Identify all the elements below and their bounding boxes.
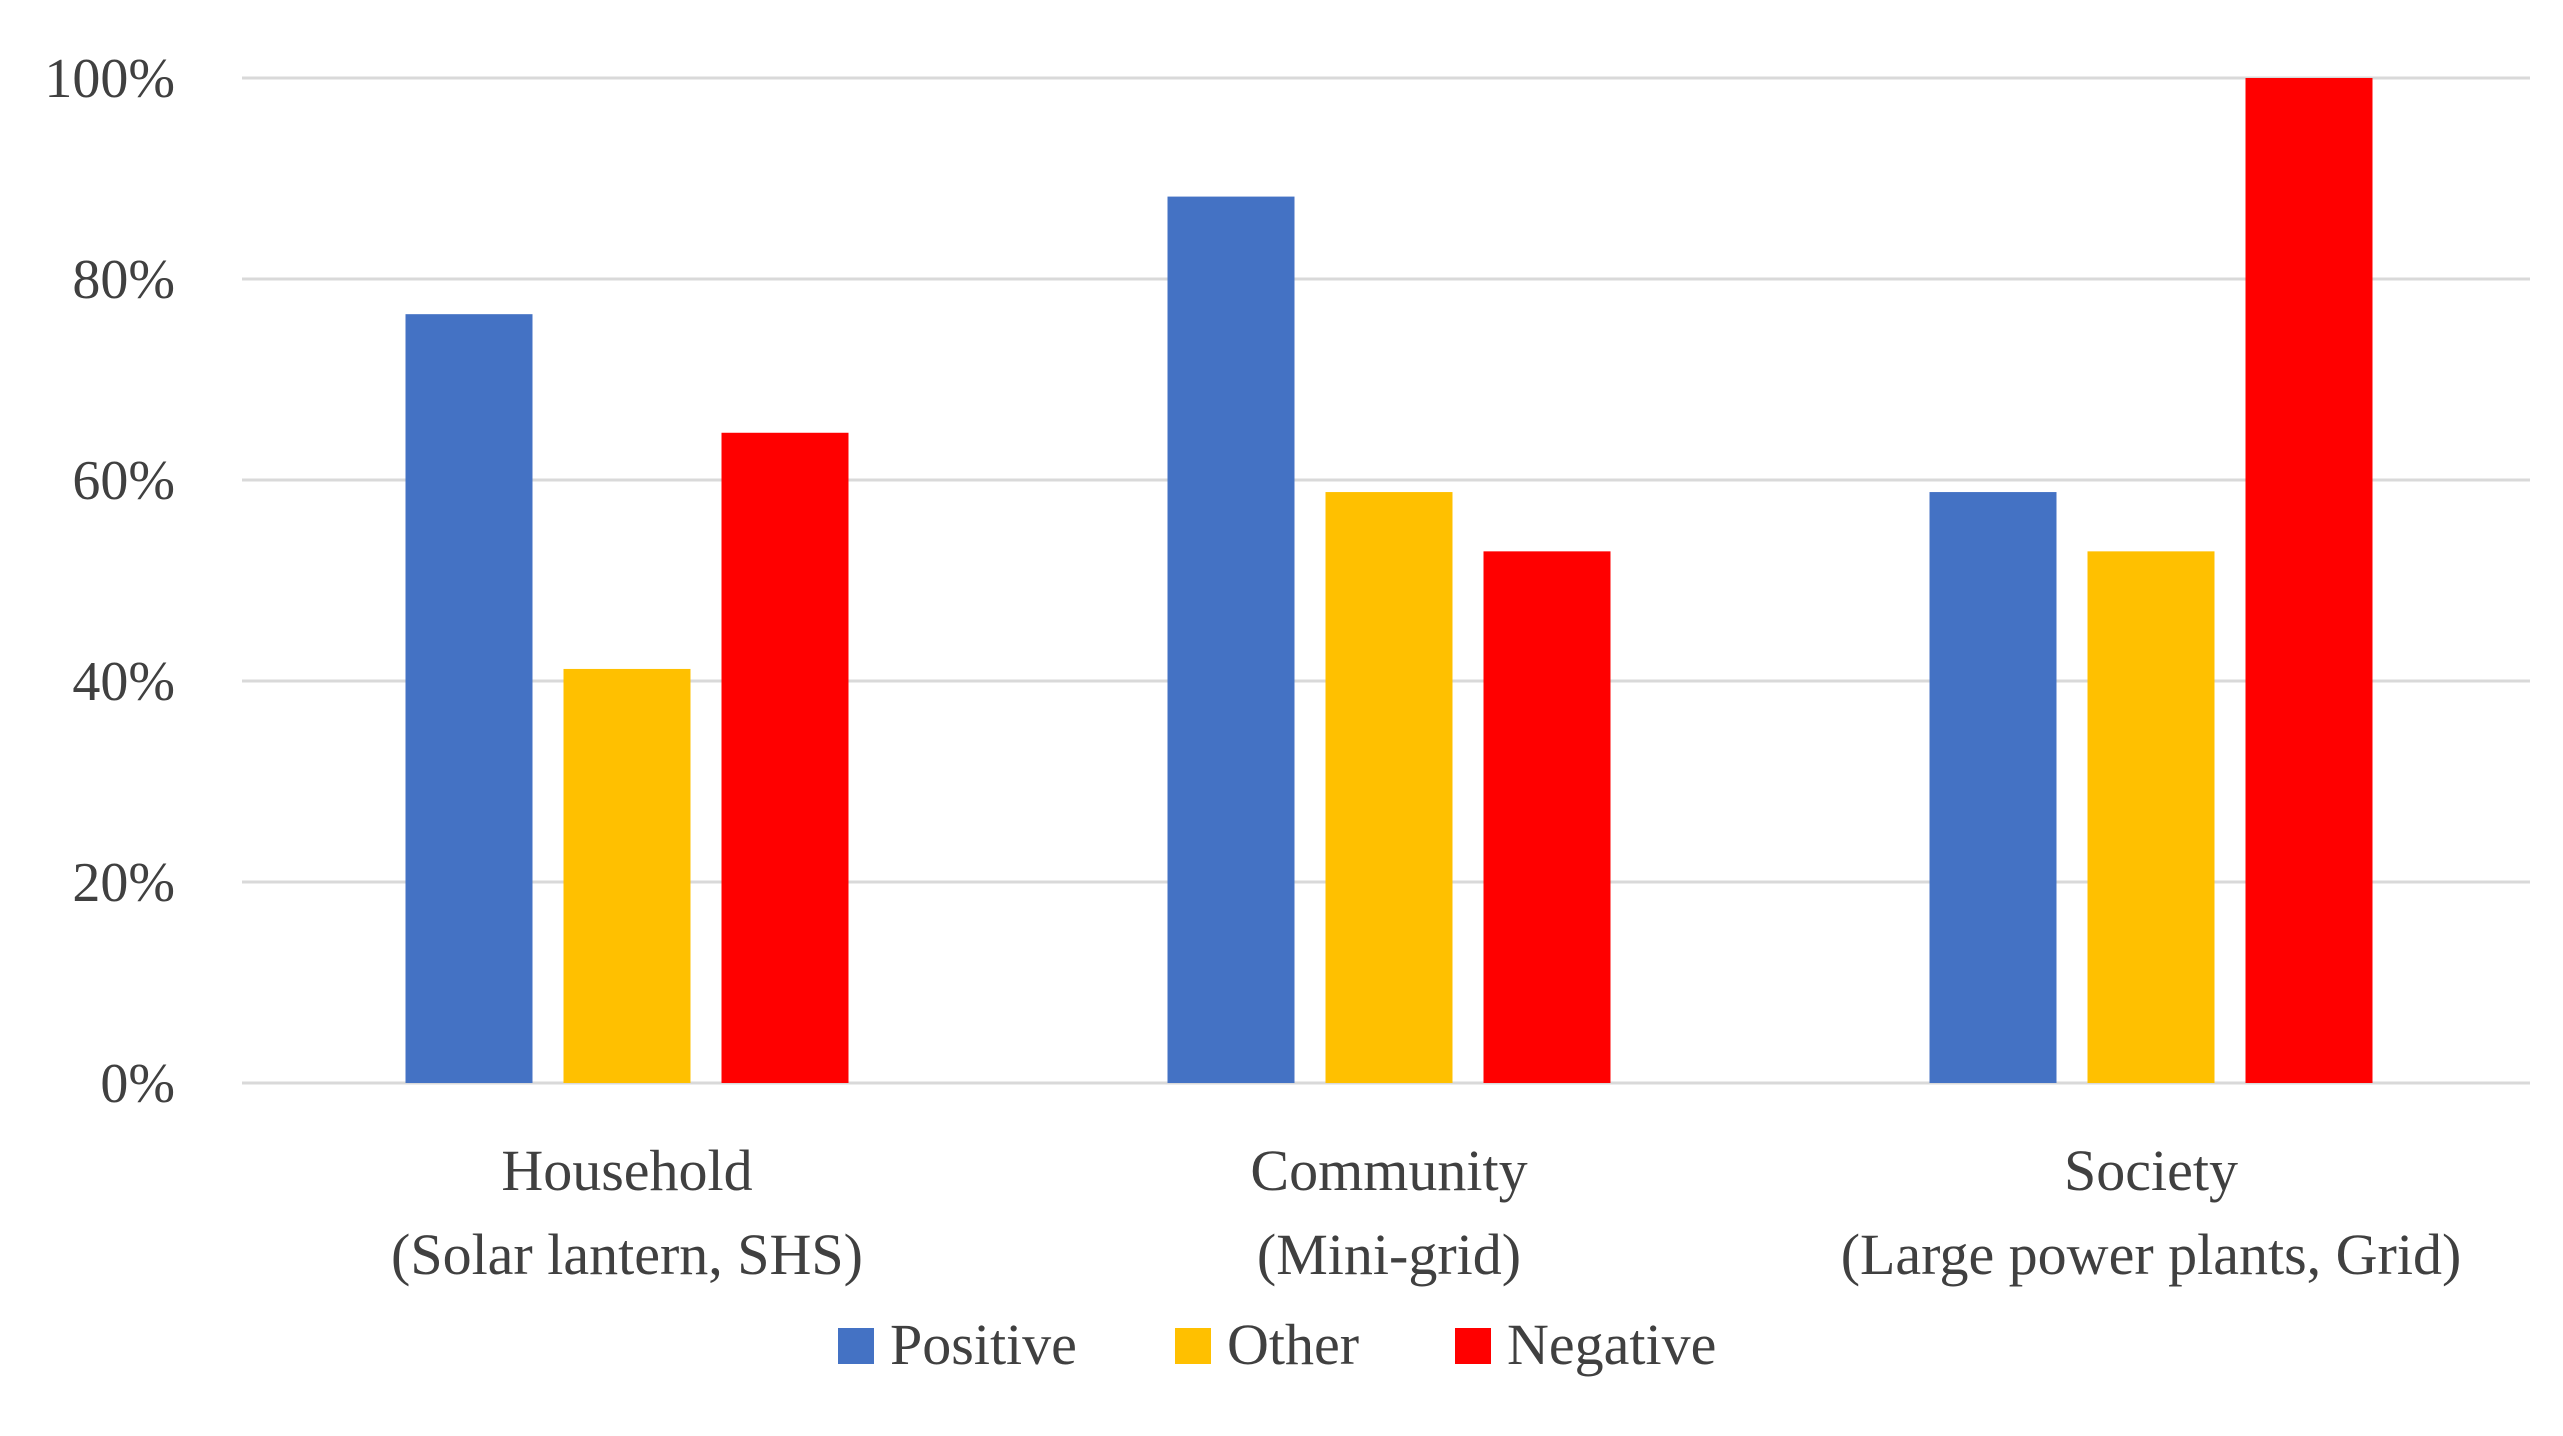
bar-positive-3 — [1929, 492, 2057, 1083]
y-tick-label: 60% — [72, 450, 175, 512]
bars — [405, 78, 2373, 1084]
x-category-label: (Large power plants, Grid) — [1841, 1222, 2462, 1287]
x-category-label: (Solar lantern, SHS) — [391, 1222, 863, 1287]
bar-negative-3 — [2245, 78, 2373, 1083]
legend-label-other: Other — [1227, 1312, 1359, 1377]
legend-swatch-positive — [838, 1328, 874, 1364]
bar-negative-2 — [1483, 551, 1611, 1083]
legend: Positive Other Negative — [838, 1312, 1716, 1377]
bar-positive-1 — [405, 314, 533, 1083]
y-tick-label: 40% — [72, 651, 175, 713]
legend-swatch-negative — [1455, 1328, 1491, 1364]
x-category-label: (Mini-grid) — [1257, 1222, 1521, 1287]
bar-negative-1 — [721, 432, 849, 1083]
y-tick-label: 100% — [44, 48, 175, 110]
y-tick-label: 0% — [100, 1053, 175, 1115]
legend-label-negative: Negative — [1507, 1312, 1716, 1377]
y-tick-label: 80% — [72, 249, 175, 311]
legend-swatch-other — [1175, 1328, 1211, 1364]
y-axis-tick-labels: 0% 20% 40% 60% 80% 100% — [44, 48, 175, 1115]
bar-other-3 — [2087, 551, 2215, 1083]
y-tick-label: 20% — [72, 852, 175, 914]
x-category-label: Society — [2064, 1138, 2238, 1203]
x-axis-category-labels: Household (Solar lantern, SHS) Community (M… — [391, 1138, 2461, 1287]
x-category-label: Community — [1250, 1138, 1527, 1203]
bar-other-1 — [563, 668, 691, 1083]
legend-label-positive: Positive — [890, 1312, 1077, 1377]
x-category-label: Household — [501, 1138, 752, 1203]
bar-positive-2 — [1167, 196, 1295, 1084]
bar-other-2 — [1325, 492, 1453, 1083]
